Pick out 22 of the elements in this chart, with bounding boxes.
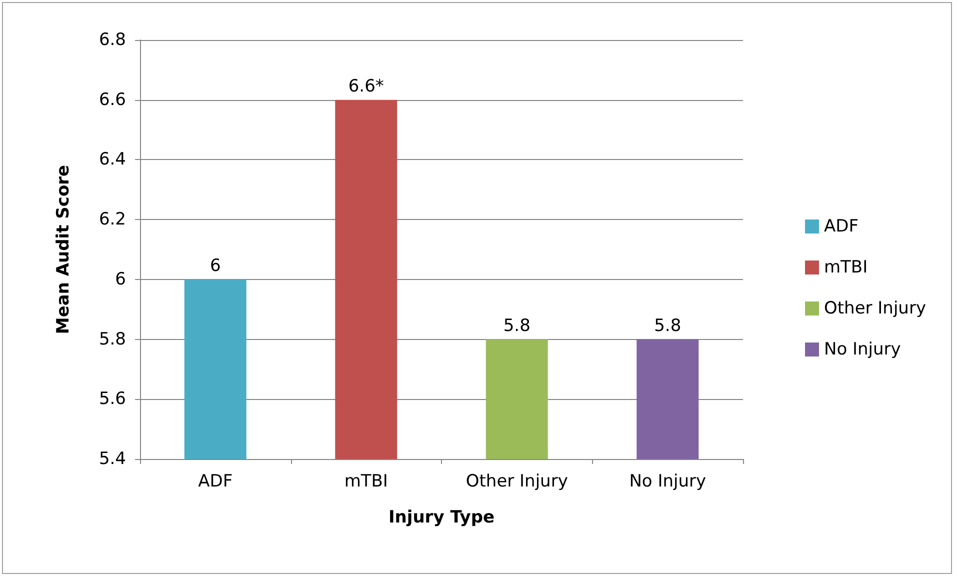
x-tick-label: Other Injury [466, 472, 568, 492]
y-tick-label: 5.8 [98, 329, 126, 350]
y-tick-label: 6.2 [98, 210, 126, 230]
x-tick-label: mTBI [344, 472, 388, 492]
y-tick-label: 6.8 [98, 30, 126, 50]
x-tick-label: No Injury [629, 472, 706, 492]
x-axis-title: Injury Type [388, 508, 495, 528]
x-tick-label: ADF [198, 472, 233, 492]
data-label: 5.8 [503, 316, 530, 336]
y-tick-label: 5.4 [98, 449, 126, 469]
y-tick-label: 6 [115, 269, 126, 290]
data-label: 5.8 [654, 316, 682, 336]
legend-label: mTBI [824, 258, 868, 278]
y-tick-label: 6.4 [98, 150, 126, 170]
data-label: 6 [210, 256, 221, 276]
y-axis-title: Mean Audit Score [54, 164, 74, 334]
legend-label: No Injury [824, 340, 901, 360]
y-tick-label: 6.6 [98, 90, 126, 110]
y-tick-label: 5.6 [98, 389, 126, 410]
data-label: 6.6* [348, 76, 384, 96]
legend-label: ADF [824, 216, 858, 236]
legend-label: Other Injury [824, 298, 926, 318]
